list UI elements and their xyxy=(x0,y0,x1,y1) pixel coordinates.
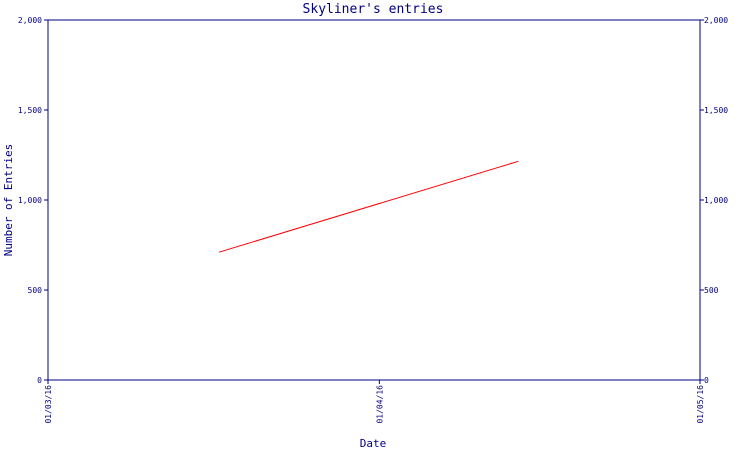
x-tick-label: 01/04/16 xyxy=(375,385,384,424)
y-tick-label-right: 0 xyxy=(704,376,709,385)
y-tick-label-right: 1,500 xyxy=(704,106,728,115)
x-axis: 01/03/16 01/04/16 01/05/16 xyxy=(44,380,705,424)
x-tick-label: 01/03/16 xyxy=(44,385,53,424)
series-line xyxy=(218,160,519,253)
y-axis-right: 0 500 1,000 1,500 2,000 xyxy=(700,16,728,385)
y-tick-label-left: 1,500 xyxy=(18,106,42,115)
series-layer xyxy=(218,160,519,253)
x-axis-label: Date xyxy=(360,437,387,450)
y-tick-label-right: 500 xyxy=(704,286,719,295)
y-tick-label-right: 2,000 xyxy=(704,16,728,25)
y-axis-label: Number of Entries xyxy=(2,144,15,257)
plot-area xyxy=(47,19,701,381)
y-tick-label-left: 2,000 xyxy=(18,16,42,25)
y-tick-label-left: 0 xyxy=(37,376,42,385)
chart-title: Skyliner's entries xyxy=(303,2,444,17)
y-axis-left: 0 500 1,000 1,500 2,000 xyxy=(18,16,48,385)
y-tick-label-right: 1,000 xyxy=(704,196,728,205)
y-tick-label-left: 1,000 xyxy=(18,196,42,205)
y-tick-label-left: 500 xyxy=(28,286,43,295)
x-tick-label: 01/05/16 xyxy=(696,385,705,424)
